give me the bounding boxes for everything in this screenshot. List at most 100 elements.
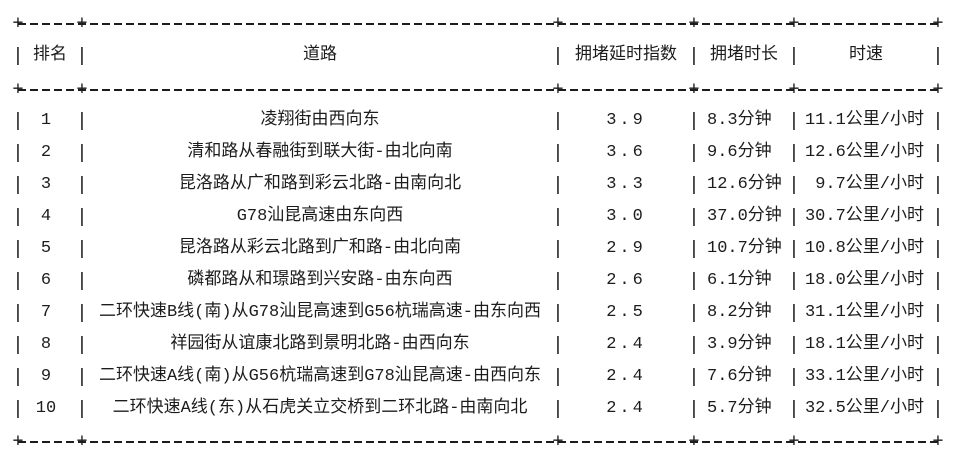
border-intersection-plus: + — [552, 12, 564, 35]
column-separator-pipe: | — [788, 174, 800, 196]
column-separator-pipe: | — [788, 142, 800, 164]
column-separator-pipe: | — [788, 45, 800, 67]
congestion-index-cell: 3.3 — [606, 175, 646, 194]
road-cell: 清和路从春融街到联大街-由北向南 — [187, 143, 453, 162]
table-row: 8 祥园街从谊康北路到景明北路-由西向东 2.4 3.9分钟 18.1公里/小时… — [12, 329, 943, 361]
border-intersection-plus: + — [12, 78, 24, 101]
border-intersection-plus: + — [788, 78, 800, 101]
congestion-duration-cell: 8.3分钟 — [707, 111, 772, 130]
road-cell: 二环快速A线(南)从G56杭瑞高速到G78汕昆高速-由西向东 — [98, 367, 542, 386]
column-separator-pipe: | — [788, 238, 800, 260]
column-separator-pipe: | — [788, 334, 800, 356]
column-separator-pipe: | — [688, 302, 700, 324]
column-separator-pipe: | — [552, 142, 564, 164]
column-separator-pipe: | — [688, 270, 700, 292]
column-separator-pipe: | — [76, 302, 88, 324]
column-separator-pipe: | — [12, 142, 24, 164]
congestion-duration-cell: 6.1分钟 — [707, 271, 772, 290]
column-separator-pipe: | — [932, 174, 944, 196]
column-separator-pipe: | — [12, 302, 24, 324]
column-separator-pipe: | — [12, 206, 24, 228]
congestion-index-cell: 2.5 — [606, 303, 646, 322]
column-separator-pipe: | — [12, 398, 24, 420]
rank-cell: 6 — [40, 271, 52, 290]
table-row: 9 二环快速A线(南)从G56杭瑞高速到G78汕昆高速-由西向东 2.4 7.6… — [12, 361, 943, 393]
column-separator-pipe: | — [788, 206, 800, 228]
column-separator-pipe: | — [932, 206, 944, 228]
header-rank: 排名 — [33, 46, 67, 65]
column-separator-pipe: | — [12, 366, 24, 388]
column-separator-pipe: | — [12, 270, 24, 292]
rank-cell: 5 — [40, 239, 52, 258]
road-cell: 凌翔街由西向东 — [260, 111, 380, 130]
congestion-duration-cell: 9.6分钟 — [707, 143, 772, 162]
column-separator-pipe: | — [76, 398, 88, 420]
column-separator-pipe: | — [76, 142, 88, 164]
border-intersection-plus: + — [688, 12, 700, 35]
border-intersection-plus: + — [552, 78, 564, 101]
column-separator-pipe: | — [552, 398, 564, 420]
rank-cell: 8 — [40, 335, 52, 354]
column-separator-pipe: | — [76, 45, 88, 67]
column-separator-pipe: | — [12, 174, 24, 196]
congestion-index-cell: 2.6 — [606, 271, 646, 290]
table-header-separator: + + + + + + — [12, 80, 943, 99]
column-separator-pipe: | — [12, 110, 24, 132]
speed-cell: 12.6公里/小时 — [804, 143, 924, 162]
column-separator-pipe: | — [552, 206, 564, 228]
speed-cell: 33.1公里/小时 — [804, 367, 924, 386]
speed-cell: 11.1公里/小时 — [804, 111, 924, 130]
column-separator-pipe: | — [552, 174, 564, 196]
header-speed: 时速 — [849, 46, 883, 65]
column-separator-pipe: | — [932, 238, 944, 260]
column-separator-pipe: | — [76, 366, 88, 388]
column-separator-pipe: | — [12, 238, 24, 260]
table-row: 1 凌翔街由西向东 3.9 8.3分钟 11.1公里/小时 | | | | | | — [12, 105, 943, 137]
border-intersection-plus: + — [932, 430, 944, 453]
table-row: 5 昆洛路从彩云北路到广和路-由北向南 2.9 10.7分钟 10.8公里/小时… — [12, 233, 943, 265]
column-separator-pipe: | — [932, 45, 944, 67]
border-intersection-plus: + — [932, 78, 944, 101]
column-separator-pipe: | — [552, 366, 564, 388]
congestion-duration-cell: 12.6分钟 — [707, 175, 782, 194]
congestion-index-cell: 2.4 — [606, 335, 646, 354]
border-intersection-plus: + — [688, 78, 700, 101]
border-intersection-plus: + — [932, 12, 944, 35]
column-separator-pipe: | — [76, 270, 88, 292]
road-cell: 昆洛路从广和路到彩云北路-由南向北 — [178, 175, 462, 194]
column-separator-pipe: | — [552, 334, 564, 356]
column-separator-pipe: | — [552, 45, 564, 67]
border-intersection-plus: + — [552, 430, 564, 453]
traffic-congestion-ranking-table: + + + + + + + + + + + + + + + + + + 排名 道路 拥堵延时指数 拥堵时长 时… — [12, 14, 943, 451]
column-separator-pipe: | — [688, 45, 700, 67]
road-cell: 磷都路从和璟路到兴安路-由东向西 — [187, 271, 453, 290]
congestion-index-cell: 2.4 — [606, 367, 646, 386]
column-separator-pipe: | — [552, 302, 564, 324]
column-separator-pipe: | — [688, 206, 700, 228]
congestion-index-cell: 3.6 — [606, 143, 646, 162]
congestion-duration-cell: 37.0分钟 — [707, 207, 782, 226]
column-separator-pipe: | — [688, 334, 700, 356]
column-separator-pipe: | — [788, 110, 800, 132]
border-intersection-plus: + — [688, 430, 700, 453]
table-row: 10 二环快速A线(东)从石虎关立交桥到二环北路-由南向北 2.4 5.7分钟 … — [12, 393, 943, 425]
road-cell: G78汕昆高速由东向西 — [236, 207, 404, 226]
rank-cell: 7 — [40, 303, 52, 322]
rank-cell: 4 — [40, 207, 52, 226]
congestion-duration-cell: 7.6分钟 — [707, 367, 772, 386]
speed-cell: 18.1公里/小时 — [804, 335, 924, 354]
column-separator-pipe: | — [12, 334, 24, 356]
rank-cell: 10 — [35, 399, 57, 418]
table-row: 7 二环快速B线(南)从G78汕昆高速到G56杭瑞高速-由东向西 2.5 8.2… — [12, 297, 943, 329]
column-separator-pipe: | — [688, 398, 700, 420]
column-separator-pipe: | — [552, 238, 564, 260]
column-separator-pipe: | — [688, 174, 700, 196]
column-separator-pipe: | — [932, 334, 944, 356]
border-intersection-plus: + — [76, 78, 88, 101]
column-separator-pipe: | — [788, 270, 800, 292]
table-row: 3 昆洛路从广和路到彩云北路-由南向北 3.3 12.6分钟 9.7公里/小时 … — [12, 169, 943, 201]
column-separator-pipe: | — [688, 366, 700, 388]
speed-cell: 10.8公里/小时 — [804, 239, 924, 258]
speed-cell: 18.0公里/小时 — [804, 271, 924, 290]
column-separator-pipe: | — [788, 398, 800, 420]
